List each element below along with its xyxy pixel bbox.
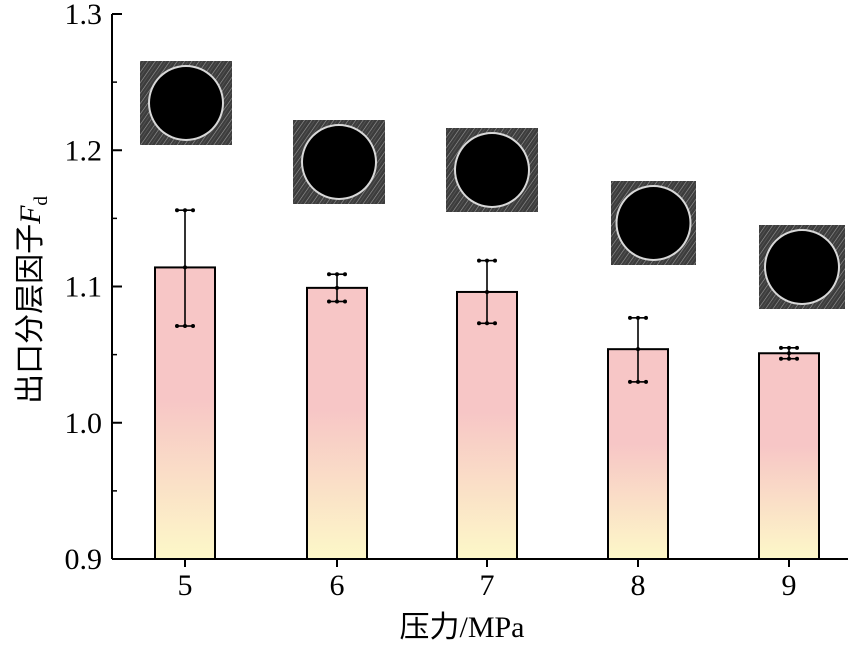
bar-9	[758, 352, 820, 561]
error-dot-5-0	[175, 208, 179, 213]
x-tick-label-7: 7	[480, 569, 495, 602]
inset-images-layer	[140, 61, 845, 309]
error-dot-8-2	[636, 315, 640, 320]
y-axis-label: 出口分层因子Fd	[14, 196, 52, 404]
error-dot-9-3	[779, 356, 783, 361]
error-dot-7-5	[485, 321, 489, 326]
error-dot-8-0	[628, 315, 632, 320]
error-dot-8-5	[636, 379, 640, 384]
y-axis-label-subscript: d	[31, 196, 52, 206]
error-dot-5-5	[183, 324, 187, 329]
error-dot-5-3	[175, 324, 179, 329]
error-dot-8-6	[636, 347, 640, 352]
inset-hole-9	[766, 231, 838, 303]
inset-hole-7	[456, 134, 528, 206]
x-tick-label-5: 5	[178, 569, 193, 602]
y-tick-label-1.2: 1.2	[65, 134, 103, 167]
error-bars-layer	[175, 208, 799, 384]
bar-7	[456, 290, 518, 560]
error-dot-9-5	[787, 356, 791, 361]
error-dot-7-6	[485, 289, 489, 294]
y-axis-label-text: 出口分层因子	[14, 224, 47, 404]
error-dot-7-0	[477, 258, 481, 263]
y-tick-label-1.3: 1.3	[65, 0, 103, 31]
error-dot-9-1	[795, 345, 799, 350]
y-tick-label-0.9: 0.9	[65, 543, 103, 576]
error-dot-8-3	[628, 379, 632, 384]
bar-8	[607, 348, 669, 560]
inset-hole-5	[150, 67, 222, 139]
error-dot-7-2	[485, 258, 489, 263]
inset-hole-8	[617, 187, 690, 259]
y-ticks: 0.9 1.0 1.1 1.2 1.3	[65, 0, 122, 576]
error-dot-6-1	[343, 272, 347, 277]
error-dot-5-2	[183, 208, 187, 213]
error-dot-6-6	[335, 285, 339, 290]
x-axis-label: 压力/MPa	[399, 611, 524, 644]
error-dot-9-6	[787, 351, 791, 356]
error-dot-9-2	[787, 345, 791, 350]
y-axis-label-symbol: F	[14, 205, 47, 225]
error-dot-8-4	[644, 379, 648, 384]
error-dot-5-6	[183, 265, 187, 270]
x-ticks: 5 6 7 8 9	[178, 559, 797, 602]
error-dot-9-4	[795, 356, 799, 361]
error-dot-8-1	[644, 315, 648, 320]
error-dot-6-2	[335, 272, 339, 277]
x-tick-label-9: 9	[782, 569, 797, 602]
error-dot-7-1	[493, 258, 497, 263]
error-dot-6-5	[335, 299, 339, 304]
y-tick-label-1.1: 1.1	[65, 271, 103, 304]
error-dot-5-4	[191, 324, 195, 329]
error-dot-9-0	[779, 345, 783, 350]
error-dot-6-4	[343, 299, 347, 304]
error-dot-5-1	[191, 208, 195, 213]
y-tick-label-1.0: 1.0	[65, 407, 103, 440]
error-dot-6-0	[327, 272, 331, 277]
inset-hole-6	[303, 126, 375, 198]
x-tick-label-6: 6	[330, 569, 345, 602]
error-dot-6-3	[327, 299, 331, 304]
error-dot-7-4	[493, 321, 497, 326]
error-dot-7-3	[477, 321, 481, 326]
x-tick-label-8: 8	[631, 569, 646, 602]
bar-6	[306, 286, 368, 560]
